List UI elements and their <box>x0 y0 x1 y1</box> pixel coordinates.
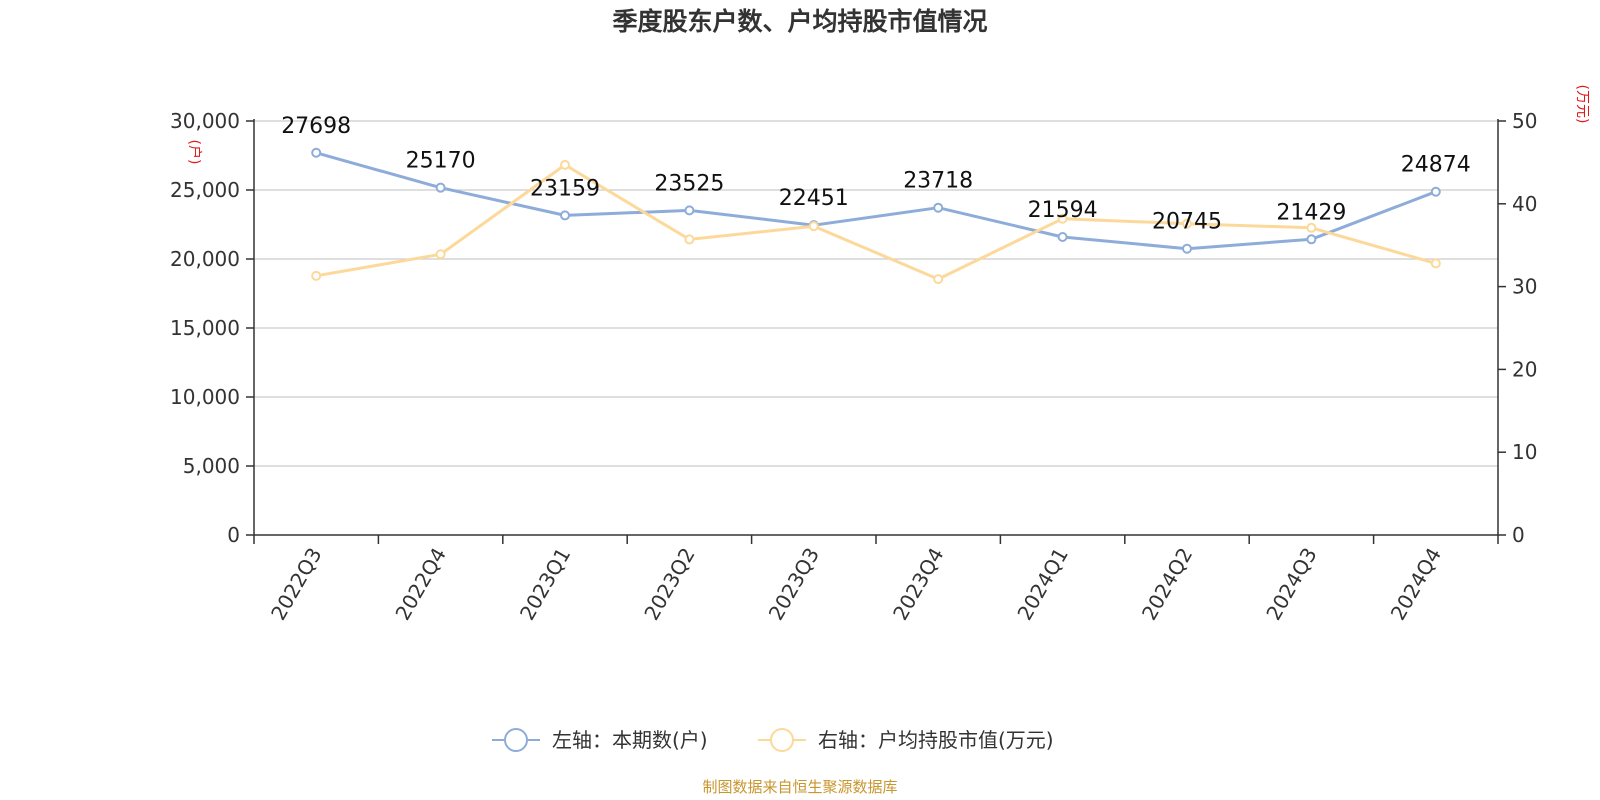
x-tick-label: 2023Q2 <box>639 544 699 625</box>
data-label: 20745 <box>1152 210 1222 235</box>
series-line-1 <box>315 163 1437 281</box>
x-tick-label: 2022Q4 <box>390 544 450 625</box>
series-point-1 <box>808 221 819 232</box>
right-tick-label: 50 <box>1512 109 1537 133</box>
series-line-0 <box>315 151 1437 251</box>
legend-right-marker <box>770 728 794 752</box>
legend-left-marker <box>504 728 528 752</box>
x-axis-ticks: 2022Q3 2022Q4 2023Q1 2023Q2 2023Q3 2023Q4 2024… <box>253 535 1499 625</box>
data-label: 23718 <box>903 169 973 194</box>
data-label: 23525 <box>654 171 724 196</box>
left-tick-label: 5,000 <box>183 454 240 478</box>
left-axis-ticks: 0 5,000 10,000 15,000 20,000 25,000 30,000 <box>170 109 254 547</box>
source-note: 制图数据来自恒生聚源数据库 <box>702 778 897 796</box>
right-axis-unit: (万元) <box>1574 85 1590 124</box>
series-point-0 <box>1306 234 1317 245</box>
x-tick-label: 2024Q4 <box>1386 544 1446 625</box>
data-label: 21429 <box>1276 200 1346 225</box>
right-tick-label: 0 <box>1512 523 1525 547</box>
right-axis-ticks: 0 10 20 30 40 50 <box>1498 109 1537 547</box>
x-tick-label: 2022Q3 <box>266 544 326 625</box>
left-tick-label: 25,000 <box>170 178 240 202</box>
series-point-1 <box>1306 222 1317 233</box>
left-axis-unit: (户) <box>186 140 203 165</box>
data-label: 25170 <box>406 149 476 174</box>
series-point-0 <box>1430 186 1441 197</box>
series-point-1 <box>1430 258 1441 269</box>
right-tick-label: 10 <box>1512 440 1537 464</box>
series-point-0 <box>1182 243 1192 254</box>
legend-right-label: 右轴：户均持股市值(万元) <box>818 728 1054 752</box>
data-label: 27698 <box>281 114 351 139</box>
series-point-0 <box>435 182 446 193</box>
series-point-1 <box>560 159 570 170</box>
series-point-0 <box>560 210 570 221</box>
series-point-0 <box>311 147 322 158</box>
data-label: 24874 <box>1401 153 1471 178</box>
x-tick-label: 2024Q1 <box>1012 544 1072 625</box>
series-point-0 <box>933 202 944 213</box>
x-tick-label: 2023Q1 <box>515 544 575 625</box>
data-labels: 27698 25170 23159 23525 22451 23718 21594 20745… <box>281 114 1471 235</box>
legend[interactable]: 左轴：本期数(户) 右轴：户均持股市值(万元) <box>492 728 1054 752</box>
right-tick-label: 30 <box>1512 275 1537 299</box>
x-tick-label: 2023Q3 <box>764 544 824 625</box>
left-tick-label: 0 <box>227 523 240 547</box>
left-tick-label: 30,000 <box>170 109 240 133</box>
gridlines <box>254 120 1498 467</box>
series-point-1 <box>933 274 944 285</box>
chart-title: 季度股东户数、户均持股市值情况 <box>612 7 987 36</box>
right-tick-label: 20 <box>1512 357 1537 381</box>
x-tick-label: 2024Q2 <box>1137 544 1197 625</box>
series-point-1 <box>1182 218 1192 229</box>
legend-item-left-series[interactable]: 左轴：本期数(户) <box>492 728 708 752</box>
series-point-1 <box>311 270 322 281</box>
series-point-1 <box>1057 213 1068 224</box>
left-tick-label: 10,000 <box>170 385 240 409</box>
x-tick-label: 2023Q4 <box>888 544 948 625</box>
legend-left-label: 左轴：本期数(户) <box>552 728 708 752</box>
series-point-0 <box>1057 232 1068 243</box>
legend-item-right-series[interactable]: 右轴：户均持股市值(万元) <box>758 728 1054 752</box>
right-tick-label: 40 <box>1512 192 1537 216</box>
data-label: 21594 <box>1028 198 1098 223</box>
left-tick-label: 20,000 <box>170 247 240 271</box>
series-point-0 <box>684 205 695 216</box>
data-label: 23159 <box>530 176 600 201</box>
axes <box>253 119 1499 536</box>
series-point-1 <box>684 234 695 245</box>
x-tick-label: 2024Q3 <box>1261 544 1321 625</box>
left-tick-label: 15,000 <box>170 316 240 340</box>
series-point-1 <box>435 249 446 260</box>
data-label: 22451 <box>779 186 849 211</box>
series-layer <box>311 147 1441 285</box>
